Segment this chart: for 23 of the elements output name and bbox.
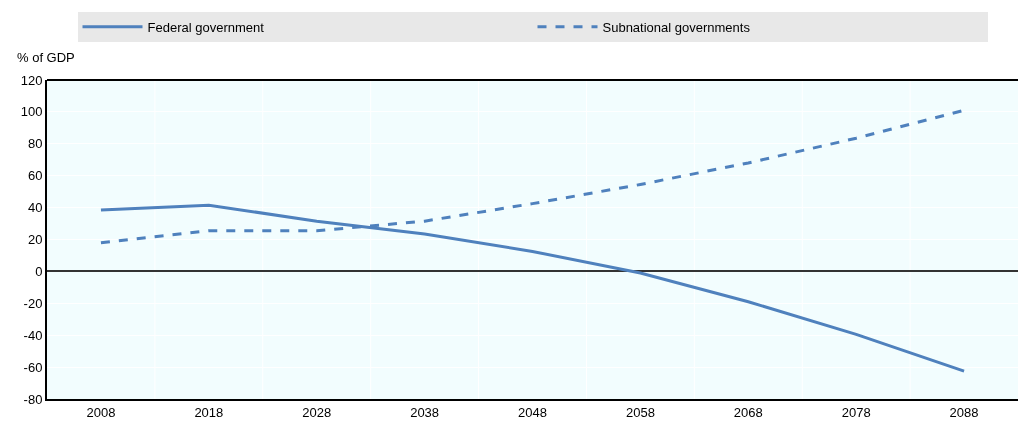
y-axis-title: % of GDP [17, 50, 75, 65]
x-tick-label: 2068 [733, 404, 763, 420]
y-tick-label: -20 [23, 295, 43, 311]
legend-label: Subnational governments [602, 19, 751, 35]
y-tick-label: 100 [20, 104, 43, 120]
x-tick-label: 2018 [194, 404, 224, 420]
x-tick-label: 2048 [518, 404, 547, 420]
x-tick-label: 2008 [86, 404, 116, 420]
y-tick-label: 60 [27, 168, 43, 184]
y-tick-label: -80 [23, 391, 43, 407]
x-tick-label: 2038 [410, 404, 440, 420]
x-tick-label: 2078 [841, 404, 871, 420]
y-tick-label: -40 [23, 327, 43, 343]
y-tick-label: 40 [27, 200, 43, 216]
y-tick-label: 80 [27, 136, 43, 152]
y-tick-label: -60 [23, 359, 43, 375]
legend-label: Federal government [147, 19, 265, 35]
x-tick-label: 2058 [625, 404, 655, 420]
x-tick-label: 2088 [949, 404, 979, 420]
y-tick-label: 20 [27, 232, 43, 248]
y-tick-label: 120 [20, 72, 43, 88]
x-tick-label: 2028 [302, 404, 332, 420]
y-tick-label: 0 [35, 263, 43, 279]
